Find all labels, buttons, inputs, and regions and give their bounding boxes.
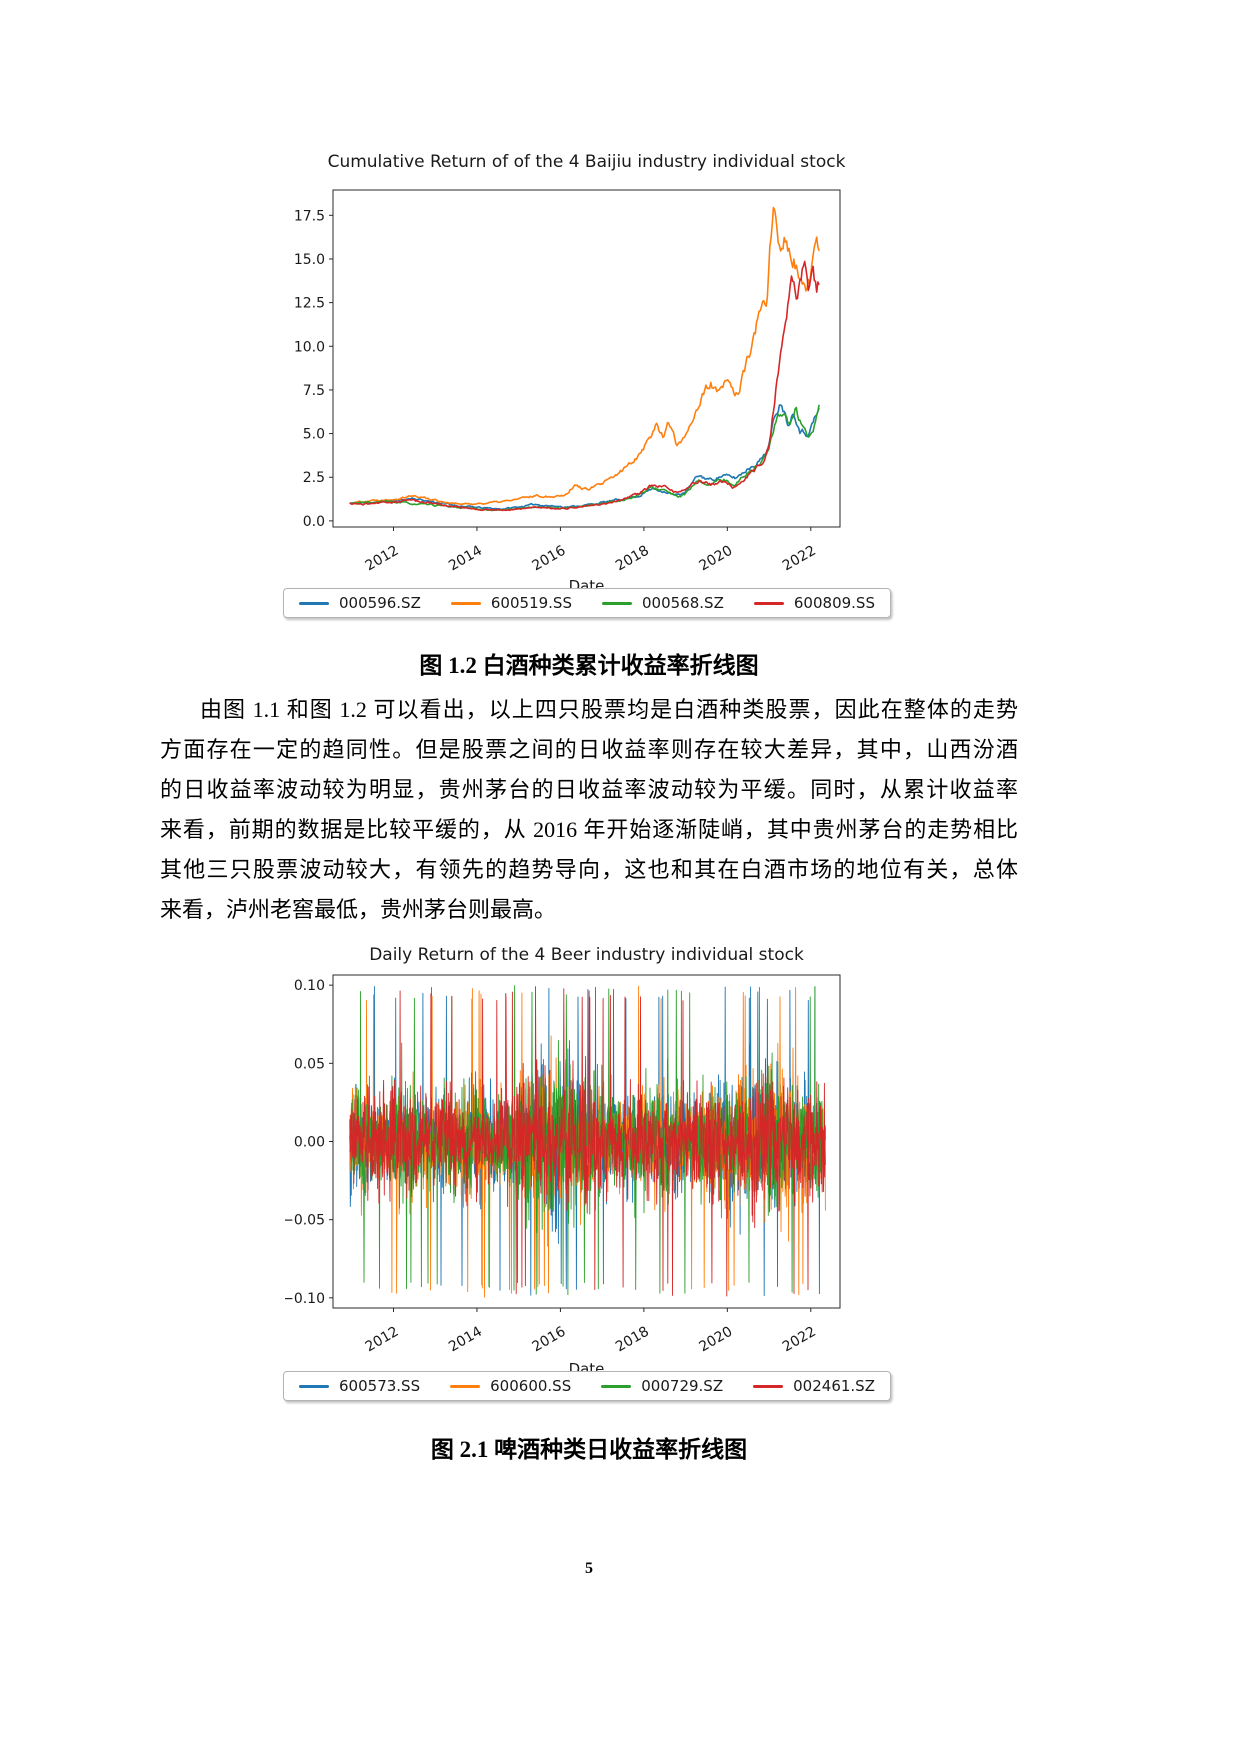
svg-text:15.0: 15.0 bbox=[294, 252, 325, 268]
figure2-caption: 图 2.1 啤酒种类日收益率折线图 bbox=[430, 1437, 748, 1462]
chart2-legend: 600573.SS 600600.SS 000729.SZ 002461.SZ bbox=[283, 1371, 891, 1401]
chart1-legend: 000596.SZ 600519.SS 000568.SZ 600809.SS bbox=[283, 588, 891, 618]
paragraph-line: 由图 1.1 和图 1.2 可以看出，以上四只股票均是白酒种类股票，因此在整体的… bbox=[200, 697, 1018, 722]
legend-item: 002461.SZ bbox=[753, 1377, 875, 1395]
svg-text:5.0: 5.0 bbox=[303, 427, 325, 443]
legend-item: 600600.SS bbox=[450, 1377, 571, 1395]
svg-text:2012: 2012 bbox=[363, 543, 402, 575]
svg-text:Cumulative Return of of the 4: Cumulative Return of of the 4 Baijiu ind… bbox=[328, 152, 846, 172]
svg-text:2016: 2016 bbox=[530, 1324, 569, 1356]
legend-line-swatch bbox=[299, 601, 330, 605]
svg-text:−0.05: −0.05 bbox=[285, 1213, 325, 1229]
svg-text:2020: 2020 bbox=[696, 543, 735, 575]
legend-line-swatch bbox=[753, 1384, 784, 1388]
legend-line-swatch bbox=[450, 1384, 481, 1388]
svg-text:2018: 2018 bbox=[613, 1324, 652, 1356]
legend-line-swatch bbox=[602, 601, 633, 605]
svg-text:2016: 2016 bbox=[530, 543, 569, 575]
svg-text:−0.10: −0.10 bbox=[285, 1291, 325, 1307]
legend-label: 600573.SS bbox=[339, 1377, 421, 1395]
svg-text:2020: 2020 bbox=[696, 1324, 735, 1356]
daily-return-chart: Daily Return of the 4 Beer industry indi… bbox=[285, 945, 841, 1378]
legend-item: 000596.SZ bbox=[299, 594, 421, 612]
legend-label: 000568.SZ bbox=[642, 594, 724, 612]
legend-item: 000568.SZ bbox=[602, 594, 724, 612]
legend-label: 600600.SS bbox=[490, 1377, 572, 1395]
legend-line-swatch bbox=[601, 1384, 632, 1388]
svg-text:2014: 2014 bbox=[446, 543, 485, 575]
cumulative-return-chart: Cumulative Return of of the 4 Baijiu ind… bbox=[294, 152, 846, 595]
legend-label: 000596.SZ bbox=[339, 594, 421, 612]
svg-text:0.10: 0.10 bbox=[294, 978, 325, 994]
svg-text:0.0: 0.0 bbox=[303, 514, 325, 530]
legend-label: 000729.SZ bbox=[641, 1377, 724, 1395]
svg-text:0.00: 0.00 bbox=[294, 1135, 325, 1151]
paragraph-line: 其他三只股票波动较大，有领先的趋势导向，这也和其在白酒市场的地位有关，总体 bbox=[160, 857, 1018, 882]
legend-item: 600519.SS bbox=[450, 594, 572, 612]
legend-item: 000729.SZ bbox=[601, 1377, 723, 1395]
legend-line-swatch bbox=[753, 601, 784, 605]
paragraph-line: 来看，前期的数据是比较平缓的，从 2016 年开始逐渐陡峭，其中贵州茅台的走势相… bbox=[160, 817, 1018, 842]
legend-line-swatch bbox=[299, 1384, 330, 1388]
legend-label: 002461.SZ bbox=[793, 1377, 875, 1395]
legend-item: 600573.SS bbox=[299, 1377, 420, 1395]
paragraph-line: 方面存在一定的趋同性。但是股票之间的日收益率则存在较大差异，其中，山西汾酒 bbox=[160, 737, 1018, 762]
svg-text:2.5: 2.5 bbox=[303, 470, 325, 486]
svg-text:10.0: 10.0 bbox=[294, 339, 325, 355]
svg-text:2012: 2012 bbox=[363, 1324, 402, 1356]
paragraph-line: 来看，泸州老窖最低，贵州茅台则最高。 bbox=[160, 897, 557, 922]
legend-label: 600519.SS bbox=[490, 594, 572, 612]
page-number: 5 bbox=[585, 1560, 593, 1577]
svg-text:Daily Return of the 4 Beer ind: Daily Return of the 4 Beer industry indi… bbox=[369, 945, 804, 965]
body-paragraph: 由图 1.1 和图 1.2 可以看出，以上四只股票均是白酒种类股票，因此在整体的… bbox=[160, 690, 1018, 930]
legend-line-swatch bbox=[450, 601, 481, 605]
legend-item: 600809.SS bbox=[753, 594, 875, 612]
figure1-caption: 图 1.2 白酒种类累计收益率折线图 bbox=[419, 653, 759, 678]
legend-label: 600809.SS bbox=[793, 594, 875, 612]
svg-text:2022: 2022 bbox=[780, 543, 819, 575]
svg-text:2018: 2018 bbox=[613, 543, 652, 575]
svg-text:2022: 2022 bbox=[780, 1324, 819, 1356]
svg-text:7.5: 7.5 bbox=[303, 383, 325, 399]
svg-text:0.05: 0.05 bbox=[294, 1056, 325, 1072]
svg-text:12.5: 12.5 bbox=[294, 296, 325, 312]
svg-text:2014: 2014 bbox=[446, 1324, 485, 1356]
paragraph-line: 的日收益率波动较为明显，贵州茅台的日收益率波动较为平缓。同时，从累计收益率 bbox=[160, 777, 1018, 802]
svg-text:17.5: 17.5 bbox=[294, 208, 325, 224]
